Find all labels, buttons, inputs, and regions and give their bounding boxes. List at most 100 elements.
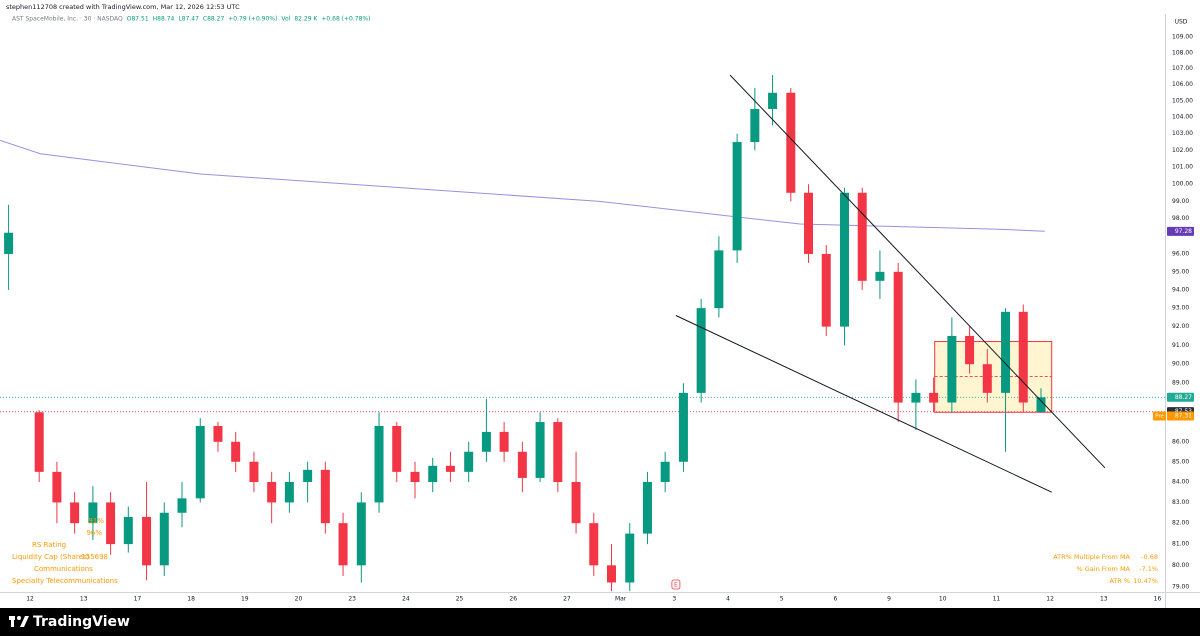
x-tick-label: 12 bbox=[1046, 596, 1054, 603]
candle-body bbox=[911, 392, 921, 403]
candle-body bbox=[4, 232, 14, 254]
logo-part bbox=[11, 616, 14, 627]
x-tick-label: 13 bbox=[80, 596, 88, 603]
y-tick-label: 104.00 bbox=[1172, 114, 1193, 121]
x-tick-label: 9 bbox=[887, 596, 891, 603]
candle-body bbox=[786, 92, 796, 193]
price-tag-bg bbox=[1167, 411, 1194, 421]
stat-right-value: 10.47% bbox=[1133, 577, 1158, 585]
x-tick-label: 27 bbox=[563, 596, 571, 603]
candle-body bbox=[696, 308, 706, 393]
logo-part bbox=[20, 616, 29, 627]
candle-body bbox=[732, 142, 742, 251]
candle-body bbox=[982, 364, 992, 393]
y-tick-label: 79.00 bbox=[1172, 583, 1189, 590]
x-tick-label: 5 bbox=[780, 596, 784, 603]
stat-left: 96% bbox=[86, 529, 102, 537]
candle-body bbox=[571, 481, 581, 524]
x-tick-label: 20 bbox=[295, 596, 303, 603]
x-tick-label: 10 bbox=[939, 596, 947, 603]
footer-bar bbox=[0, 608, 1200, 636]
moving-average bbox=[0, 139, 1045, 232]
candle-body bbox=[320, 469, 330, 524]
attribution: stephen112708 created with TradingView.c… bbox=[6, 3, 240, 11]
y-tick-label: 90.00 bbox=[1172, 361, 1189, 368]
legend-item: L87.47 bbox=[178, 16, 199, 23]
legend-item: Vol bbox=[281, 16, 290, 23]
y-tick-label: 106.00 bbox=[1172, 81, 1193, 88]
candle-body bbox=[267, 481, 277, 503]
y-tick-label: 108.00 bbox=[1172, 49, 1193, 56]
candle-body bbox=[929, 392, 939, 403]
currency: USD bbox=[1175, 19, 1188, 26]
y-tick-label: 81.00 bbox=[1172, 541, 1189, 548]
candle-body bbox=[428, 465, 438, 482]
candle-body bbox=[410, 471, 420, 482]
x-tick-label: 12 bbox=[26, 596, 34, 603]
x-tick-label: 11 bbox=[993, 596, 1001, 603]
candle-body bbox=[1018, 311, 1028, 403]
candle-body bbox=[678, 392, 688, 462]
ma-tag: 97.28 bbox=[1175, 228, 1192, 235]
x-tick-label: 13 bbox=[1100, 596, 1108, 603]
candle-body bbox=[517, 451, 527, 478]
y-tick-label: 83.00 bbox=[1172, 499, 1189, 506]
candle-body bbox=[804, 192, 814, 254]
candle-body bbox=[231, 441, 241, 462]
stat-right-value: -7.1% bbox=[1139, 565, 1158, 573]
y-tick-label: 80.00 bbox=[1172, 562, 1189, 569]
candle-body bbox=[445, 465, 455, 472]
y-tick-label: 93.00 bbox=[1172, 305, 1189, 312]
y-tick-label: 94.00 bbox=[1172, 286, 1189, 293]
price-tag-prefix: Pre bbox=[1155, 413, 1164, 419]
candle-body bbox=[195, 425, 205, 499]
y-tick-label: 91.00 bbox=[1172, 342, 1189, 349]
candle-body bbox=[142, 516, 152, 566]
candle-body bbox=[893, 271, 903, 403]
y-tick-label: 109.00 bbox=[1172, 34, 1193, 41]
candle-body bbox=[338, 523, 348, 566]
y-tick-label: 101.00 bbox=[1172, 164, 1193, 171]
candle-body bbox=[625, 533, 635, 583]
y-tick-label: 89.00 bbox=[1172, 380, 1189, 387]
candle-body bbox=[88, 502, 98, 524]
ma-tag-bg bbox=[1167, 226, 1194, 236]
legend-item: O87.51 bbox=[127, 16, 149, 23]
candle-body bbox=[642, 481, 652, 534]
candle-body bbox=[535, 422, 545, 478]
candle-body bbox=[159, 512, 169, 566]
candle-body bbox=[947, 335, 957, 403]
earnings-label: E bbox=[674, 582, 678, 589]
candle-body bbox=[857, 192, 867, 281]
legend-item: H88.74 bbox=[153, 16, 175, 23]
candle-body bbox=[499, 431, 509, 452]
x-tick-label: 19 bbox=[241, 596, 249, 603]
price-tag-bg bbox=[1167, 392, 1194, 402]
stat-right-label: ATR % bbox=[1109, 577, 1130, 585]
candle-body bbox=[52, 471, 62, 503]
trendline bbox=[729, 74, 1106, 469]
stat-left: Specialty Telecommunications bbox=[12, 577, 118, 585]
x-tick-label: 24 bbox=[402, 596, 410, 603]
candle-body bbox=[839, 192, 849, 327]
candle-body bbox=[589, 523, 599, 566]
candle-body bbox=[606, 565, 616, 583]
y-tick-label: 107.00 bbox=[1172, 65, 1193, 72]
logo-part bbox=[17, 616, 21, 620]
stat-left: Liquidity Cap (Shares) bbox=[12, 553, 90, 561]
y-tick-label: 105.00 bbox=[1172, 97, 1193, 104]
x-tick-label: 6 bbox=[833, 596, 837, 603]
price-tag-prefix-bg bbox=[1153, 411, 1166, 421]
candle-body bbox=[965, 335, 975, 365]
y-tick-label: 98.00 bbox=[1172, 215, 1189, 222]
candle-body bbox=[303, 469, 313, 482]
brand-logo bbox=[9, 616, 29, 627]
candle-body bbox=[249, 461, 259, 482]
legend-item: +0.68 (+0.78%) bbox=[321, 16, 370, 23]
legend-item: +0.79 (+0.90%) bbox=[228, 16, 277, 23]
y-tick-label: 99.00 bbox=[1172, 198, 1189, 205]
earnings-marker bbox=[671, 579, 681, 590]
